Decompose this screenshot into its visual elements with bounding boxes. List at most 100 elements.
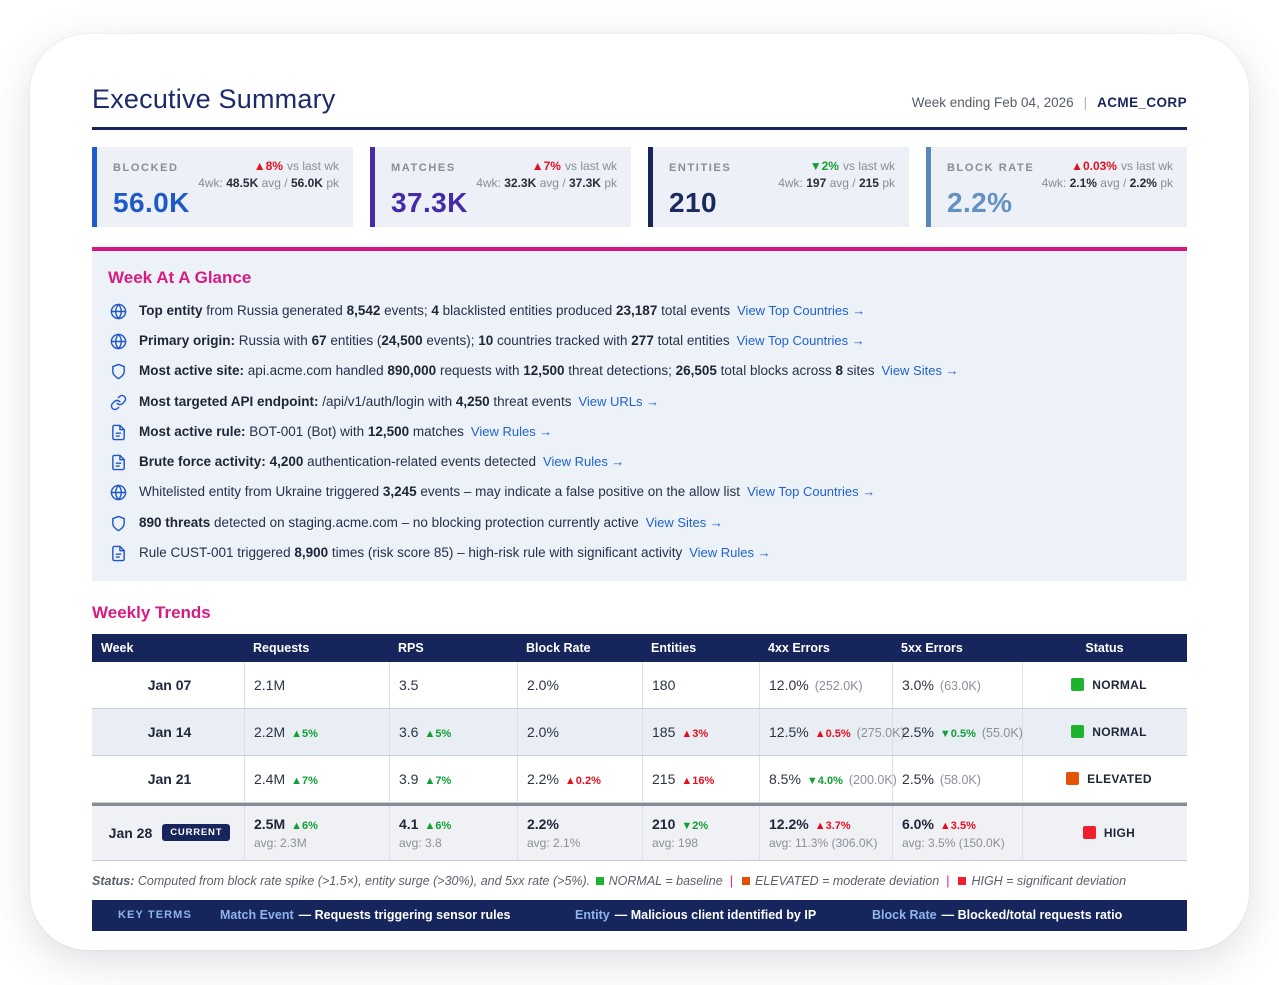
column-header-5xx-errors: 5xx Errors	[901, 640, 963, 655]
metric-delta: ▲3.7%	[814, 819, 851, 832]
status-label: NORMAL	[1092, 677, 1147, 692]
status-label: ELEVATED	[1087, 771, 1152, 786]
metric-extra: (200.0K)	[848, 772, 897, 787]
text: threat detections;	[564, 363, 676, 379]
kpi-vs-label: vs last wk	[842, 159, 895, 173]
week-cell: Jan 21	[92, 756, 244, 802]
metric-value-line: 12.0% (252.0K)	[769, 677, 886, 693]
column-header-rps: RPS	[398, 640, 424, 655]
metric-avg: avg: 198	[652, 835, 699, 850]
kpi-label: BLOCKED	[113, 162, 179, 174]
week-at-a-glance-section: Week At A Glance Top entity from Russia …	[92, 247, 1187, 581]
header-rule	[92, 127, 1187, 130]
kpi-4wk-stats: 4wk: 2.1% avg / 2.2% pk	[1042, 176, 1173, 190]
view-link[interactable]: View Rules →	[470, 423, 553, 439]
view-link[interactable]: View Rules →	[689, 544, 771, 560]
metric-cell: 215 ▲16%	[642, 755, 759, 802]
kpi-delta: ▲8%	[253, 159, 283, 173]
metric-value: 12.0%	[769, 676, 809, 693]
kpi-delta: ▲0.03%	[1071, 159, 1117, 173]
bold-text: Most active rule:	[139, 423, 246, 439]
key-term-name: Match Event	[220, 908, 294, 923]
text: threat events	[489, 393, 572, 409]
kpi-trend-line: ▲0.03% vs last wk	[1042, 159, 1173, 173]
bold-text: 2.1%	[1069, 176, 1097, 190]
metric-value-line: 6.0% ▲3.5%	[902, 816, 1016, 832]
status-square-icon	[1082, 826, 1096, 840]
week-cell: Jan 14	[92, 709, 244, 755]
kpi-card-blocked: BLOCKED ▲8% vs last wk 4wk: 48.5K avg / 56.…	[92, 147, 353, 227]
view-link[interactable]: View Top Countries →	[736, 333, 865, 349]
metric-extra: (63.0K)	[939, 678, 981, 693]
table-header-row: Week Requests RPS Block Rate Entities 4xx Err…	[92, 633, 1187, 662]
kpi-trend-line: ▲8% vs last wk	[198, 159, 339, 173]
key-term-name: Block Rate	[872, 908, 937, 923]
header-divider: |	[1083, 95, 1088, 110]
page-title: Executive Summary	[92, 84, 336, 114]
week-label: Jan 14	[147, 723, 192, 740]
metric-cell: 4.1 ▲6% avg: 3.8	[389, 805, 517, 860]
glance-item: Whitelisted entity from Ukraine triggere…	[108, 483, 1171, 501]
bold-text: 37.3K	[568, 176, 601, 190]
week-label: Jan 07	[147, 676, 192, 693]
week-ending-label: Week ending Feb 04, 2026	[911, 95, 1074, 110]
metric-value: 2.5%	[902, 770, 934, 787]
view-link[interactable]: View URLs →	[578, 393, 660, 409]
kpi-value: 2.2%	[947, 187, 1013, 218]
view-link[interactable]: View Top Countries →	[737, 303, 866, 318]
metric-value: 185	[652, 723, 676, 740]
bold-text: 24,500	[381, 333, 423, 349]
status-badge: NORMAL	[1022, 661, 1187, 708]
text: matches	[409, 423, 464, 439]
view-link[interactable]: View Sites →	[881, 363, 959, 379]
kpi-label: BLOCK RATE	[947, 162, 1035, 174]
bold-text: 4	[431, 303, 439, 318]
table-row-jan-07: Jan 07 2.1M 3.5 2.0% 180 12.0% (252.0K) 3.0% (63…	[92, 661, 1187, 709]
metric-delta: ▼2%	[681, 819, 709, 832]
kpi-vs-label: vs last wk	[1120, 159, 1173, 173]
bold-text: 8,542	[346, 303, 381, 318]
globe-icon	[110, 303, 127, 320]
kpi-delta: ▲7%	[531, 159, 561, 173]
view-link[interactable]: View Top Countries →	[747, 484, 876, 500]
week-cell: Jan 07	[92, 662, 244, 708]
metric-cell: 210 ▼2% avg: 198	[642, 805, 759, 860]
kpi-top-row: ENTITIES ▼2% vs last wk 4wk: 197 avg / 215 …	[669, 159, 895, 190]
kpi-label: MATCHES	[391, 162, 456, 174]
metric-cell: 2.5% ▼0.5% (55.0K)	[892, 708, 1023, 755]
metric-delta: ▲5%	[424, 727, 452, 740]
key-terms-bar: KEY TERMS Match Event — Requests triggeri…	[92, 899, 1187, 931]
metric-value: 2.1M	[254, 676, 286, 693]
text: total blocks across	[716, 363, 836, 379]
metric-cell: 185 ▲3%	[642, 708, 759, 755]
legend-label: NORMAL = baseline	[608, 873, 723, 888]
metric-extra: (58.0K)	[939, 772, 981, 787]
week-cell: Jan 28 CURRENT	[92, 806, 244, 860]
text: avg /	[1096, 176, 1130, 190]
text: pk	[1156, 176, 1173, 190]
link-icon	[110, 394, 127, 411]
metric-cell: 180	[642, 661, 759, 708]
metric-value: 3.0%	[902, 676, 934, 693]
metric-value: 2.2M	[254, 723, 286, 740]
status-square-icon	[1066, 772, 1080, 786]
metric-delta: ▲0.2%	[564, 774, 601, 787]
bold-text: 23,187	[616, 303, 658, 318]
weekly-trends-title: Weekly Trends	[92, 602, 211, 622]
view-link[interactable]: View Rules →	[543, 454, 625, 470]
kpi-vs-label: vs last wk	[286, 159, 339, 173]
metric-value-line: 2.1M	[254, 677, 383, 693]
glance-item: Most targeted API endpoint: /api/v1/auth…	[108, 393, 1171, 411]
text: entities (	[326, 333, 382, 349]
metric-value-line: 2.2%	[527, 816, 636, 832]
bold-text: 48.5K	[226, 176, 259, 190]
text: 4wk:	[198, 176, 227, 190]
view-link[interactable]: View Sites →	[645, 514, 723, 530]
metric-cell: 12.2% ▲3.7% avg: 11.3% (306.0K)	[759, 805, 892, 860]
metric-value: 6.0%	[902, 815, 934, 832]
legend-square-icon	[741, 876, 750, 885]
text: /api/v1/auth/login with	[318, 393, 456, 409]
bold-text: 277	[631, 333, 654, 349]
bold-text: 56.0K	[290, 176, 323, 190]
metric-value-line: 2.5% ▼0.5% (55.0K)	[902, 724, 1023, 740]
